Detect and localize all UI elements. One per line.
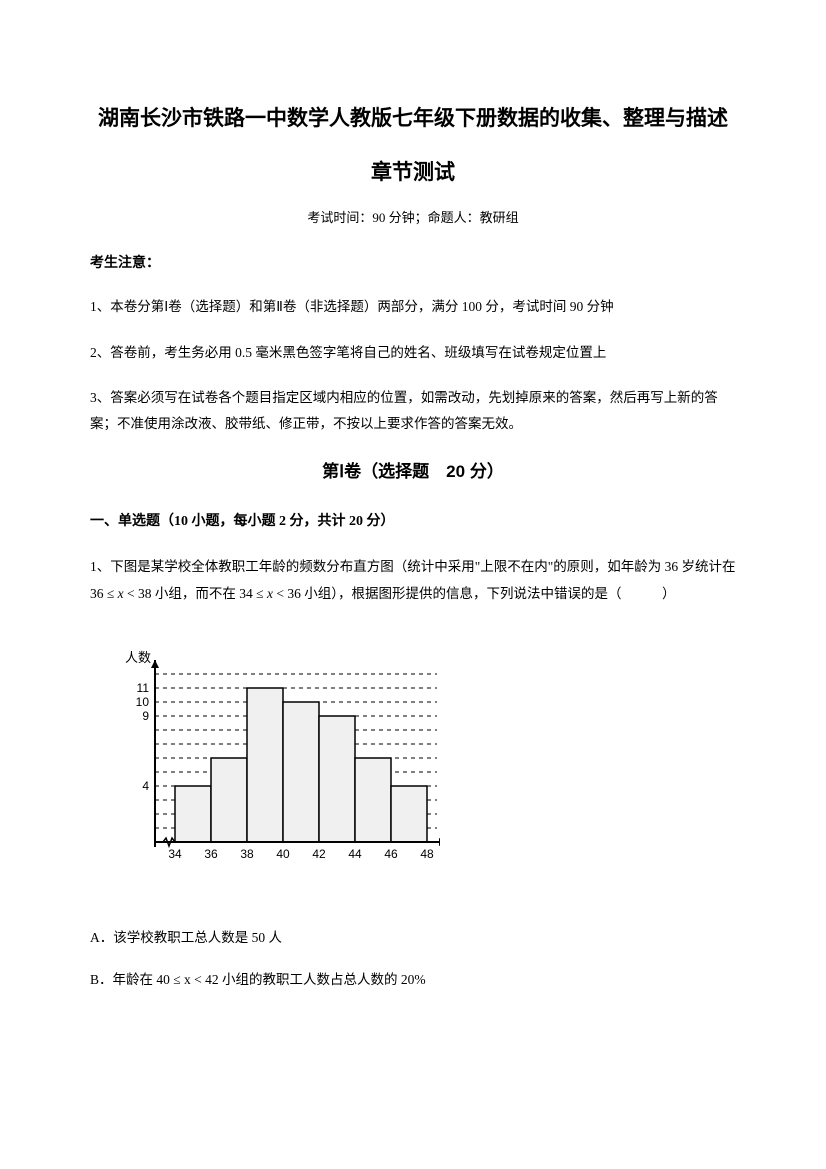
section-title: 第Ⅰ卷（选择题 20 分） (90, 457, 736, 488)
svg-text:40: 40 (276, 847, 290, 861)
svg-text:38: 38 (240, 847, 254, 861)
question-group-title: 一、单选题（10 小题，每小题 2 分，共计 20 分） (90, 509, 736, 534)
svg-text:34: 34 (168, 847, 182, 861)
svg-text:42: 42 (312, 847, 326, 861)
notice-1: 1、本卷分第Ⅰ卷（选择题）和第Ⅱ卷（非选择题）两部分，满分 100 分，考试时间… (90, 294, 736, 320)
svg-text:10: 10 (136, 695, 150, 709)
title-line2: 章节测试 (90, 154, 736, 192)
notice-2: 2、答卷前，考生务必用 0.5 毫米黑色签字笔将自己的姓名、班级填写在试卷规定位… (90, 340, 736, 366)
title-line1: 湖南长沙市铁路一中数学人教版七年级下册数据的收集、整理与描述 (90, 100, 736, 138)
notice-3: 3、答案必须写在试卷各个题目指定区域内相应的位置，如需改动，先划掉原来的答案，然… (90, 385, 736, 436)
svg-text:44: 44 (348, 847, 362, 861)
exam-info: 考试时间：90 分钟；命题人：教研组 (90, 206, 736, 229)
svg-text:人数: 人数 (125, 650, 151, 665)
svg-text:4: 4 (142, 779, 149, 793)
option-b: B．年龄在 40 ≤ x < 42 小组的教职工人数占总人数的 20% (90, 968, 736, 992)
svg-text:46: 46 (384, 847, 398, 861)
histogram-chart: 3436384042444648491011人数年龄 (100, 632, 736, 891)
svg-text:36: 36 (204, 847, 218, 861)
notice-title: 考生注意： (90, 251, 736, 276)
question-1-text: 1、下图是某学校全体教职工年龄的频数分布直方图（统计中采用"上限不在内"的原则，… (90, 553, 736, 607)
svg-text:9: 9 (142, 709, 149, 723)
option-a: A．该学校教职工总人数是 50 人 (90, 926, 736, 950)
q1-mid2: < 36 小组），根据图形提供的信息，下列说法中错误的是（ ） (273, 586, 676, 601)
q1-mid1: < 38 小组，而不在 34 ≤ (124, 586, 267, 601)
svg-text:11: 11 (137, 681, 150, 695)
chart-svg: 3436384042444648491011人数年龄 (100, 632, 440, 882)
svg-text:48: 48 (420, 847, 434, 861)
